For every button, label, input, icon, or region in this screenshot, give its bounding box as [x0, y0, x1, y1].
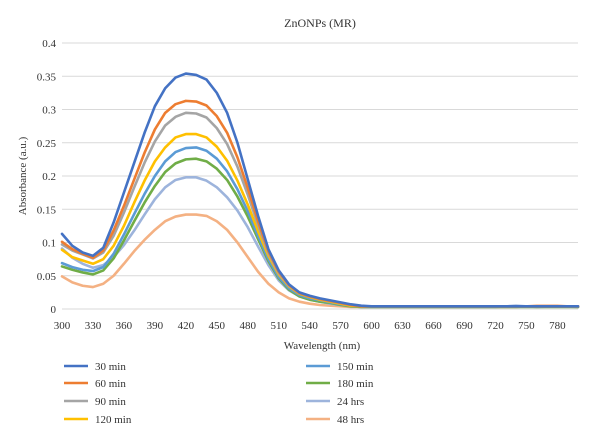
x-tick-label: 450: [209, 320, 226, 332]
x-tick-label: 600: [363, 320, 380, 332]
legend: 30 min 60 min 90 min 120 min 150 min 180 min 2…: [64, 361, 374, 426]
chart-title: ZnONPs (MR): [284, 16, 356, 30]
x-tick-label: 570: [332, 320, 349, 332]
x-tick-label: 330: [85, 320, 102, 332]
legend-item: 30 min: [64, 361, 126, 373]
x-tick-label: 420: [178, 320, 195, 332]
legend-item: 150 min: [306, 361, 374, 373]
series-line-30-min: [60, 72, 580, 308]
y-tick-label: 0.05: [37, 271, 57, 283]
legend-label: 180 min: [337, 378, 374, 390]
x-axis-ticks: 300 330 360 390 420 450 480 510 540 570 600 630 660 6…: [54, 320, 566, 332]
x-tick-label: 510: [270, 320, 287, 332]
x-tick-label: 540: [301, 320, 318, 332]
legend-label: 90 min: [95, 396, 126, 408]
x-tick-label: 300: [54, 320, 71, 332]
y-tick-label: 0.35: [37, 71, 57, 83]
y-tick-label: 0: [51, 304, 57, 316]
legend-item: 60 min: [64, 378, 126, 390]
legend-label: 150 min: [337, 361, 374, 373]
x-tick-label: 630: [394, 320, 411, 332]
y-tick-label: 0.15: [37, 204, 57, 216]
x-tick-label: 360: [116, 320, 133, 332]
series-line-150-min: [60, 146, 580, 308]
legend-label: 48 hrs: [337, 414, 364, 426]
y-axis-label: Absorbance (a.u.): [17, 136, 29, 215]
x-tick-label: 480: [240, 320, 257, 332]
legend-item: 48 hrs: [306, 414, 364, 426]
legend-label: 24 hrs: [337, 396, 364, 408]
x-tick-label: 720: [487, 320, 504, 332]
y-tick-label: 0.25: [37, 138, 57, 150]
legend-item: 24 hrs: [306, 396, 364, 408]
y-tick-label: 0.1: [42, 238, 56, 250]
x-axis-label: Wavelength (nm): [284, 340, 361, 352]
y-tick-label: 0.2: [42, 171, 56, 183]
x-tick-label: 780: [549, 320, 566, 332]
series-lines: [60, 72, 580, 309]
x-tick-label: 690: [456, 320, 473, 332]
legend-label: 120 min: [95, 414, 132, 426]
x-tick-label: 390: [147, 320, 164, 332]
legend-label: 30 min: [95, 361, 126, 373]
y-axis-ticks: 0 0.05 0.1 0.15 0.2 0.25 0.3 0.35 0.4: [37, 38, 57, 316]
series-line-48-hrs: [60, 213, 580, 309]
x-tick-label: 660: [425, 320, 442, 332]
x-tick-label: 750: [518, 320, 535, 332]
legend-label: 60 min: [95, 378, 126, 390]
legend-item: 120 min: [64, 414, 132, 426]
y-tick-label: 0.4: [42, 38, 56, 50]
legend-item: 180 min: [306, 378, 374, 390]
legend-item: 90 min: [64, 396, 126, 408]
y-tick-label: 0.3: [42, 105, 56, 117]
series-line-180-min: [60, 157, 580, 309]
